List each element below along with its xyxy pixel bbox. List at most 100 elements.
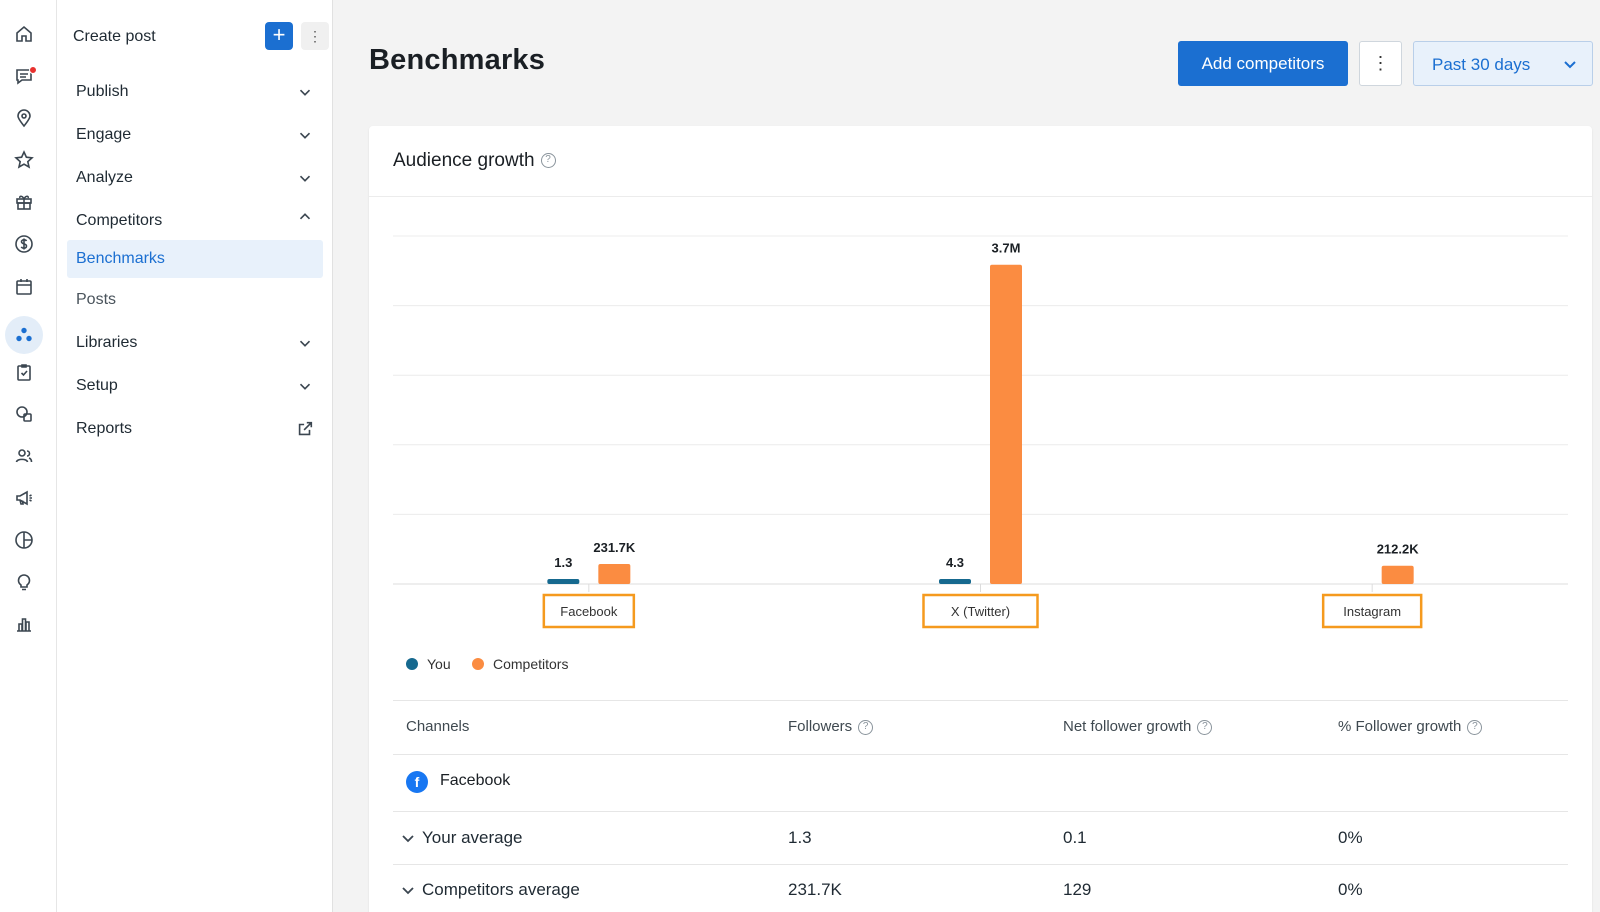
category-highlight-box bbox=[542, 593, 636, 629]
column-header-label: Net follower growth bbox=[1063, 718, 1192, 735]
tasks-icon[interactable] bbox=[12, 360, 36, 384]
help-icon[interactable]: ? bbox=[1197, 719, 1213, 735]
nav-item-engage[interactable]: Engage bbox=[76, 120, 316, 150]
date-range-select[interactable]: Past 30 days bbox=[1413, 41, 1593, 86]
row-label-your-average[interactable]: Your average bbox=[422, 828, 523, 847]
home-icon[interactable] bbox=[12, 22, 36, 46]
nav-item-label: Libraries bbox=[76, 334, 138, 351]
nav-item-setup[interactable]: Setup bbox=[76, 371, 316, 401]
x-tick-label: X (Twitter) bbox=[951, 604, 1010, 619]
nav-panel: Create post + ⋮ Publish Engage Analyze C… bbox=[57, 0, 333, 912]
chevron-down-icon[interactable] bbox=[401, 883, 415, 897]
column-header-label: % Follower growth bbox=[1338, 718, 1462, 735]
help-icon[interactable]: ? bbox=[540, 153, 556, 169]
legend-swatch-you bbox=[406, 658, 418, 670]
nav-sub-item-label: Benchmarks bbox=[76, 250, 165, 267]
divider bbox=[393, 700, 1568, 701]
data-label: 3.7M bbox=[992, 241, 1021, 256]
bar-competitors bbox=[990, 264, 1022, 584]
create-post-row: Create post + ⋮ bbox=[73, 22, 329, 52]
nav-item-label: Reports bbox=[76, 420, 133, 437]
divider bbox=[393, 864, 1568, 865]
data-label: 231.7K bbox=[593, 540, 636, 555]
nav-item-label: Publish bbox=[76, 83, 129, 100]
add-competitors-button[interactable]: Add competitors bbox=[1178, 41, 1348, 86]
rail-active-indicator bbox=[5, 316, 43, 354]
chevron-down-icon bbox=[296, 83, 316, 103]
divider bbox=[393, 811, 1568, 812]
legend-label: You bbox=[427, 656, 451, 672]
page-title: Benchmarks bbox=[369, 44, 546, 76]
competitors-icon[interactable] bbox=[12, 323, 36, 347]
bar-you bbox=[939, 579, 971, 584]
cell-followers: 1.3 bbox=[788, 828, 812, 847]
dollar-icon[interactable] bbox=[12, 232, 36, 256]
star-icon[interactable] bbox=[12, 148, 36, 172]
nav-item-competitors[interactable]: Competitors bbox=[76, 206, 316, 236]
column-header-label: Followers bbox=[788, 718, 853, 735]
facebook-icon: f bbox=[406, 771, 428, 793]
gift-icon[interactable] bbox=[12, 190, 36, 214]
data-label: 212.2K bbox=[1377, 542, 1420, 557]
legend-label: Competitors bbox=[493, 656, 569, 672]
cell-net-growth: 0.1 bbox=[1063, 828, 1087, 847]
legend-item-competitors[interactable]: Competitors bbox=[472, 656, 568, 672]
pie-chart-icon[interactable] bbox=[12, 528, 36, 552]
channel-group-label: Facebook bbox=[440, 772, 511, 789]
help-icon[interactable]: ? bbox=[1467, 719, 1483, 735]
create-post-button[interactable]: + bbox=[265, 22, 293, 50]
bar-you bbox=[547, 579, 580, 584]
nav-sub-item-posts[interactable]: Posts bbox=[76, 291, 117, 308]
nav-item-label: Engage bbox=[76, 126, 132, 143]
category-highlight-box bbox=[922, 593, 1039, 629]
nav-item-analyze[interactable]: Analyze bbox=[76, 163, 316, 193]
chevron-down-icon[interactable] bbox=[401, 831, 415, 845]
column-header-pct-growth: % Follower growth? bbox=[1338, 718, 1483, 735]
row-label-competitors-average[interactable]: Competitors average bbox=[422, 880, 580, 899]
calendar-icon[interactable] bbox=[12, 275, 36, 299]
bar-competitors bbox=[1381, 565, 1414, 584]
chevron-down-icon bbox=[296, 334, 316, 354]
column-header-channels: Channels bbox=[406, 718, 470, 735]
cell-pct-growth: 0% bbox=[1338, 880, 1363, 899]
bar-chart-icon[interactable] bbox=[12, 612, 36, 636]
bar-competitors bbox=[598, 564, 631, 584]
nav-item-label: Analyze bbox=[76, 169, 133, 186]
megaphone-icon[interactable] bbox=[12, 486, 36, 510]
nav-item-reports[interactable]: Reports bbox=[76, 414, 316, 444]
notification-dot bbox=[29, 66, 37, 74]
x-tick-label: Instagram bbox=[1343, 604, 1401, 619]
lightbulb-icon[interactable] bbox=[12, 570, 36, 594]
chevron-up-icon bbox=[296, 208, 316, 228]
chat-bubbles-icon[interactable] bbox=[12, 402, 36, 426]
icon-rail bbox=[0, 0, 57, 912]
divider bbox=[393, 754, 1568, 755]
column-header-followers: Followers? bbox=[788, 718, 874, 735]
card-title: Audience growth? bbox=[393, 150, 556, 172]
external-link-icon bbox=[296, 420, 316, 440]
create-more-button[interactable]: ⋮ bbox=[301, 22, 329, 50]
cell-pct-growth: 0% bbox=[1338, 828, 1363, 847]
help-icon[interactable]: ? bbox=[858, 719, 874, 735]
legend-item-you[interactable]: You bbox=[406, 656, 451, 672]
chevron-down-icon bbox=[296, 126, 316, 146]
chevron-down-icon bbox=[296, 169, 316, 189]
cell-followers: 231.7K bbox=[788, 880, 842, 899]
date-range-value: Past 30 days bbox=[1432, 55, 1531, 74]
data-label: 4.3 bbox=[946, 555, 964, 570]
x-tick-label: Facebook bbox=[560, 604, 618, 619]
create-post-label[interactable]: Create post bbox=[73, 28, 156, 45]
nav-item-label: Competitors bbox=[76, 212, 163, 229]
chevron-down-icon bbox=[1564, 61, 1576, 69]
more-options-button[interactable]: ⋮ bbox=[1359, 41, 1402, 86]
nav-sub-item-benchmarks[interactable]: Benchmarks bbox=[67, 240, 323, 278]
column-header-net-growth: Net follower growth? bbox=[1063, 718, 1213, 735]
nav-item-libraries[interactable]: Libraries bbox=[76, 328, 316, 358]
category-highlight-box bbox=[1321, 593, 1423, 629]
people-icon[interactable] bbox=[12, 444, 36, 468]
data-label: 1.3 bbox=[554, 555, 572, 570]
legend-swatch-competitors bbox=[472, 658, 484, 670]
location-pin-icon[interactable] bbox=[12, 106, 36, 130]
divider bbox=[369, 196, 1592, 197]
nav-item-publish[interactable]: Publish bbox=[76, 77, 316, 107]
